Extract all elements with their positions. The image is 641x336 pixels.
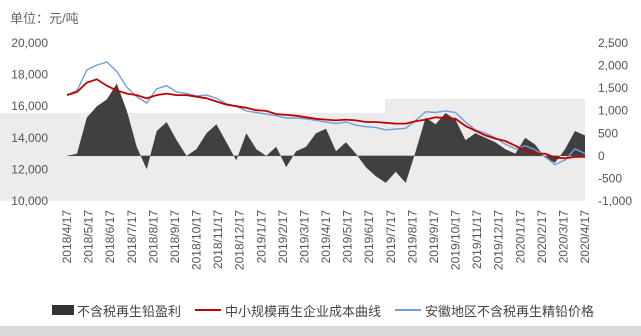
right-tick-label: 2,000 [598,59,628,73]
left-axis-ticks: 10,000 12,000 14,000 16,000 18,000 20,000 [11,36,48,208]
x-tick-label: 2018/11/17 [211,210,225,269]
x-tick-label: 2020/3/17 [556,210,570,264]
cost-line [66,78,585,160]
profit-area-series [67,83,585,183]
x-tick-label: 2018/8/17 [146,210,160,264]
legend-swatch-cost [195,309,222,311]
x-tick-label: 2019/5/17 [341,210,355,264]
x-tick-label: 2019/2/17 [276,210,290,264]
legend-label-profit: 不含税再生铅盈利 [77,303,182,319]
x-tick-label: 2020/4/17 [578,210,592,264]
unit-label: 单位：元/吨 [10,11,79,26]
x-tick-label: 2018/10/17 [190,210,204,270]
left-tick-label: 12,000 [11,162,48,176]
bottom-bar [0,326,641,336]
legend-item-cost: 中小规模再生企业成本曲线 [195,301,381,320]
price-line-series [66,61,586,166]
x-tick-label: 2019/7/17 [384,210,398,264]
x-tick-label: 2018/12/17 [233,210,247,270]
legend: 不含税再生铅盈利 中小规模再生企业成本曲线 安徽地区不含税再生精铅价格 [52,300,631,320]
right-tick-label: -500 [598,171,622,185]
x-tick-label: 2019/4/17 [319,210,333,264]
legend-label-price: 安徽地区不含税再生精铅价格 [425,303,595,319]
x-tick-label: 2019/1/17 [254,210,268,264]
x-tick-label: 2019/9/17 [427,210,441,264]
legend-item-profit: 不含税再生铅盈利 [52,301,181,320]
right-tick-label: 500 [598,126,618,140]
right-tick-label: 1,000 [598,104,628,118]
x-axis-ticks: 2018/4/17 2018/5/17 2018/6/17 2018/7/17 2018… [60,210,592,270]
right-tick-label: 1,500 [598,81,628,95]
legend-swatch-price [395,309,422,311]
profit-area [67,83,585,183]
right-tick-label: -1,000 [598,194,632,208]
x-tick-label: 2018/7/17 [125,210,139,264]
x-tick-label: 2019/3/17 [297,210,311,264]
right-tick-label: 2,500 [598,36,628,50]
right-tick-label: 0 [598,149,605,163]
legend-swatch-profit [52,305,74,315]
legend-item-price: 安徽地区不含税再生精铅价格 [395,301,594,320]
left-tick-label: 14,000 [11,131,48,145]
x-tick-label: 2018/4/17 [60,210,74,264]
x-tick-label: 2019/6/17 [362,210,376,264]
left-tick-label: 16,000 [11,99,48,113]
x-tick-label: 2019/11/17 [470,210,484,269]
left-tick-label: 20,000 [11,36,48,50]
left-tick-label: 10,000 [11,194,48,208]
x-tick-label: 2019/10/17 [449,210,463,270]
x-tick-label: 2018/9/17 [168,210,182,264]
left-tick-label: 18,000 [11,68,48,82]
legend-label-cost: 中小规模再生企业成本曲线 [225,303,382,319]
x-tick-label: 2018/6/17 [103,210,117,264]
band-left [0,113,67,201]
x-tick-label: 2018/5/17 [82,210,96,264]
x-tick-label: 2020/1/17 [513,210,527,264]
right-axis-ticks: -1,000 -500 0 500 1,000 1,500 2,000 2,500 [598,36,632,208]
x-tick-label: 2019/12/17 [492,210,506,270]
x-tick-label: 2020/2/17 [535,210,549,264]
x-tick-label: 2019/8/17 [405,210,419,264]
